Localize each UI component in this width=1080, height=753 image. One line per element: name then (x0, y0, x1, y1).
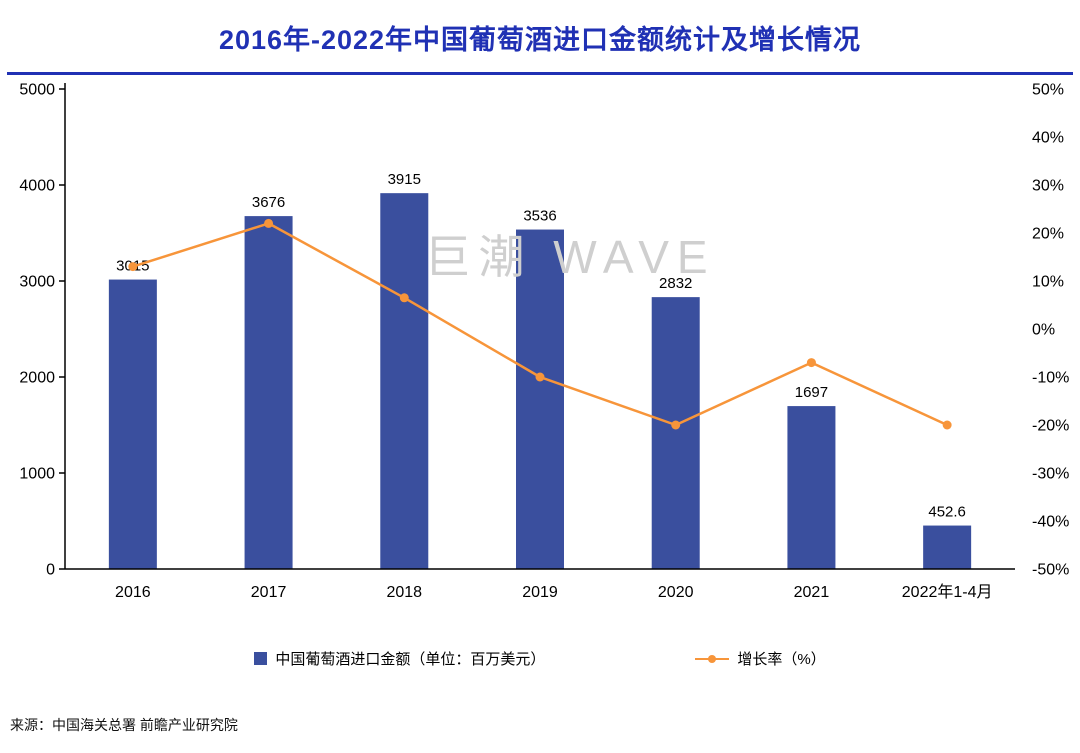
legend-item-growth-rate: 增长率（%） (695, 648, 826, 669)
svg-text:5000: 5000 (19, 82, 55, 99)
growth-rate-marker (942, 420, 952, 430)
bar-series-swatch-icon (254, 652, 268, 665)
svg-text:0: 0 (46, 562, 55, 579)
bar-value-label: 1697 (795, 384, 828, 401)
bars-group: 301536763915353628321697452.6 (108, 171, 972, 569)
bar-2021 (787, 406, 836, 569)
svg-text:3000: 3000 (19, 274, 55, 291)
bar-2020 (651, 297, 700, 569)
svg-text:4000: 4000 (19, 178, 55, 195)
svg-text:-10%: -10% (1032, 370, 1069, 387)
growth-rate-marker (535, 372, 545, 382)
svg-text:0%: 0% (1032, 322, 1055, 339)
growth-rate-marker (806, 358, 816, 368)
svg-text:1000: 1000 (19, 466, 55, 483)
category-label: 2019 (522, 584, 558, 601)
legend-label-growth-rate: 增长率（%） (737, 651, 826, 668)
category-label: 2016 (115, 584, 151, 601)
bar-2017 (244, 216, 293, 569)
bar-value-label: 3915 (388, 171, 421, 188)
watermark: 巨潮 WAVE (424, 231, 715, 283)
bar-2022年1-4月 (923, 525, 972, 569)
source-note: 来源：中国海关总署 前瞻产业研究院 (10, 717, 238, 733)
svg-text:30%: 30% (1032, 178, 1064, 195)
bar-2019 (516, 229, 564, 569)
combo-bar-line-chart: 0 1000 2000 3000 4000 5000 -50% -40% -30% -20% -10… (19, 82, 1069, 602)
bar-2018 (380, 193, 429, 569)
bar-value-label: 3676 (252, 194, 285, 211)
page-title: 2016年-2022年中国葡萄酒进口金额统计及增长情况 (218, 24, 862, 55)
svg-text:50%: 50% (1032, 82, 1064, 99)
legend-label-import-amount: 中国葡萄酒进口金额（单位：百万美元） (275, 651, 546, 668)
line-series-swatch-icon (695, 654, 730, 663)
svg-text:-50%: -50% (1032, 562, 1069, 579)
legend-item-import-amount: 中国葡萄酒进口金额（单位：百万美元） (254, 648, 545, 669)
legend: 中国葡萄酒进口金额（单位：百万美元） 增长率（%） (0, 648, 1080, 669)
growth-rate-marker (399, 293, 409, 303)
left-axis-ticks: 0 1000 2000 3000 4000 5000 (19, 82, 65, 579)
growth-rate-marker (264, 218, 274, 228)
category-label: 2017 (251, 584, 287, 601)
category-label: 2021 (794, 584, 830, 601)
growth-rate-marker (128, 262, 138, 272)
svg-text:40%: 40% (1032, 130, 1064, 147)
bar-value-label: 3536 (523, 208, 556, 225)
category-label: 2020 (658, 584, 694, 601)
svg-text:-40%: -40% (1032, 514, 1069, 531)
right-axis-ticks: -50% -40% -30% -20% -10% 0% 10% 20% 30% 40% 50% (1032, 82, 1069, 579)
bar-value-label: 452.6 (928, 504, 966, 521)
category-label: 2022年1-4月 (902, 583, 993, 601)
svg-text:20%: 20% (1032, 226, 1064, 243)
x-axis-category-labels: 2016 2017 2018 2019 2020 2021 2022年1-4月 (115, 583, 992, 601)
bar-2016 (108, 279, 157, 569)
chart-header: 2016年-2022年中国葡萄酒进口金额统计及增长情况 (7, 0, 1073, 75)
svg-text:-20%: -20% (1032, 418, 1069, 435)
growth-rate-marker (671, 420, 681, 430)
category-label: 2018 (386, 584, 422, 601)
svg-text:2000: 2000 (19, 370, 55, 387)
svg-text:-30%: -30% (1032, 466, 1069, 483)
bar-value-label: 2832 (659, 275, 692, 292)
svg-text:10%: 10% (1032, 274, 1064, 291)
